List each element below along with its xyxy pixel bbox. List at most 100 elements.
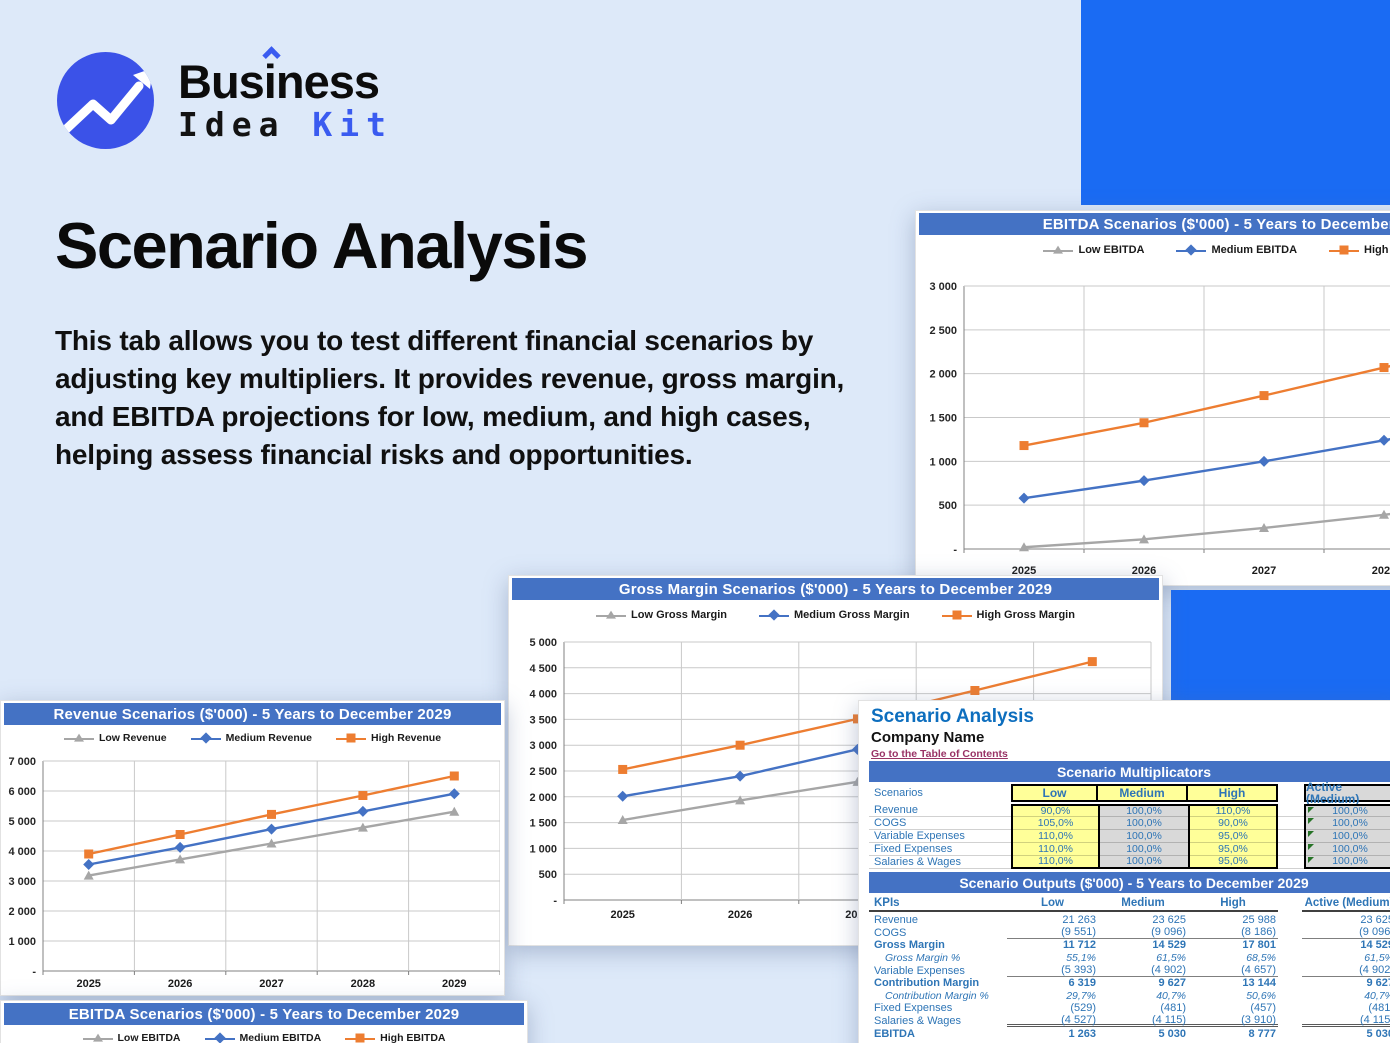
kpi-label-contribution-margin: Contribution Margin	[874, 977, 980, 990]
chart-legend: Low Revenue Medium Revenue High Revenue	[1, 725, 504, 751]
svg-text:-: -	[953, 544, 957, 556]
svg-text:3 000: 3 000	[8, 876, 36, 888]
legend-label: High EBITDA	[1364, 244, 1390, 256]
spacer-cogs	[1278, 817, 1304, 830]
multiplicators-table: Revenue 90,0% 100,0% 110,0% 100,0% COGS 105,0%…	[869, 804, 1390, 869]
spacer	[1278, 939, 1302, 952]
cell-active-fixed-expenses: 100,0%	[1304, 843, 1390, 856]
page-description: This tab allows you to test different fi…	[55, 325, 845, 471]
kpi-value: 40,7%	[1156, 989, 1186, 1002]
panel-ebitda-chart-bottom: EBITDA Scenarios ($'000) - 5 Years to De…	[0, 1000, 528, 1043]
legend-item-low-gross-margin: Low Gross Margin	[596, 609, 727, 621]
chart-canvas: - 1 000 2 000 3 000 4 000 5 000 6 000 7 000 2025…	[8, 756, 500, 990]
cell-medium-revenue[interactable]: 100,0%	[1098, 804, 1188, 817]
cell-high-cogs[interactable]: 90,0%	[1188, 817, 1278, 830]
legend-label: Low EBITDA	[1078, 244, 1145, 256]
cell-medium-variable-expenses[interactable]: 100,0%	[1098, 830, 1188, 843]
panel-scenario-worksheet: Scenario Analysis Company Name Go to the…	[858, 700, 1390, 1043]
cell-high-variable-expenses[interactable]: 95,0%	[1188, 830, 1278, 843]
triangle-icon	[1053, 245, 1064, 254]
kpi-value: 5 030	[1158, 1027, 1186, 1040]
kpi-header-spacer	[1278, 896, 1302, 912]
scenarios-label: Scenarios	[874, 786, 923, 799]
chart-legend: Low EBITDA Medium EBITDA High EBITDA	[916, 235, 1390, 265]
trending-up-icon	[57, 52, 154, 149]
svg-text:3 000: 3 000	[929, 281, 957, 293]
cell-medium-fixed-expenses[interactable]: 100,0%	[1098, 843, 1188, 856]
chart-title-bar: Revenue Scenarios ($'000) - 5 Years to D…	[4, 703, 501, 725]
legend-label: Medium EBITDA	[1211, 244, 1298, 256]
kpi-value: (4 902)	[1098, 964, 1188, 977]
legend-label: Medium EBITDA	[239, 1032, 322, 1043]
cell-high-fixed-expenses[interactable]: 95,0%	[1188, 843, 1278, 856]
cell-low-revenue[interactable]: 90,0%	[1011, 804, 1098, 817]
svg-text:2 000: 2 000	[8, 906, 36, 918]
chart-title-bar: EBITDA Scenarios ($'000) - 5 Years to De…	[919, 213, 1390, 235]
square-marker-icon	[345, 1033, 376, 1043]
legend-item-medium-ebitda: Medium EBITDA	[1176, 244, 1297, 256]
cell-active-salaries-wages: 100,0%	[1304, 856, 1390, 869]
kpi-value: (5 393)	[1007, 964, 1098, 977]
diamond-marker-icon	[190, 732, 221, 744]
svg-text:2 500: 2 500	[929, 325, 957, 337]
spacer	[1278, 914, 1302, 927]
chart-canvas: - 500 1 000 1 500 2 000 2 500 3 000 2025 2026 202…	[929, 281, 1390, 577]
cell-high-revenue[interactable]: 110,0%	[1188, 804, 1278, 817]
kpi-value: 14 529	[1152, 939, 1186, 952]
svg-text:1 000: 1 000	[929, 456, 957, 468]
kpi-header-active-medium-: Active (Medium)	[1302, 896, 1390, 912]
kpi-header-high: High	[1188, 896, 1278, 912]
row-label-cogs: COGS	[869, 817, 1011, 830]
kpi-label-gross-margin-: Gross Margin %	[885, 952, 961, 965]
cell-low-fixed-expenses[interactable]: 110,0%	[1011, 843, 1098, 856]
kpi-value: (3 910)	[1188, 1014, 1278, 1028]
cell-active-revenue: 100,0%	[1304, 804, 1390, 817]
legend-item-high-revenue: High Revenue	[336, 732, 441, 744]
kpi-value: 9 627	[1158, 977, 1186, 990]
chart-legend: Low Gross Margin Medium Gross Margin High …	[509, 600, 1162, 630]
cell-low-variable-expenses[interactable]: 110,0%	[1011, 830, 1098, 843]
legend-label: Medium Gross Margin	[794, 609, 910, 621]
kpi-value: (4 902)	[1302, 964, 1390, 977]
kpi-value: (9 096)	[1098, 926, 1188, 940]
diamond-icon	[1185, 244, 1198, 256]
legend-label: Medium Revenue	[225, 732, 313, 744]
square-marker-icon	[1329, 245, 1360, 256]
svg-text:2027: 2027	[1252, 565, 1276, 577]
kpi-label-variable-expenses: Variable Expenses	[874, 964, 965, 977]
kpi-header-medium: Medium	[1098, 896, 1188, 912]
svg-text:2026: 2026	[168, 978, 192, 990]
cell-low-cogs[interactable]: 105,0%	[1011, 817, 1098, 830]
kpi-column-headers: KPIs Low Medium High Active (Medium)	[869, 896, 1390, 912]
cell-low-salaries-wages[interactable]: 110,0%	[1011, 856, 1098, 869]
legend-label: High EBITDA	[380, 1032, 446, 1043]
kpi-value: 9 627	[1366, 977, 1390, 990]
col-header-high: High	[1186, 784, 1278, 802]
cell-medium-salaries-wages[interactable]: 100,0%	[1098, 856, 1188, 869]
spacer	[1278, 1015, 1302, 1028]
chart-title-bar: EBITDA Scenarios ($'000) - 5 Years to De…	[4, 1003, 524, 1025]
table-of-contents-link[interactable]: Go to the Table of Contents	[871, 748, 1008, 760]
kpi-label-cogs: COGS	[874, 926, 907, 939]
kpi-value: 5 030	[1366, 1027, 1390, 1040]
decor-rectangle-top	[1081, 0, 1390, 205]
svg-text:2 500: 2 500	[529, 766, 557, 778]
kpi-label-salaries-wages: Salaries & Wages	[874, 1015, 962, 1028]
cell-medium-cogs[interactable]: 100,0%	[1098, 817, 1188, 830]
svg-text:2 000: 2 000	[929, 369, 957, 381]
multiplicators-column-headers: Scenarios Low Medium High Active (Medium)	[869, 781, 1390, 805]
kpi-value: 11 712	[1062, 939, 1096, 952]
col-header-active: Active (Medium)	[1304, 781, 1390, 805]
brand-word-kit: Kit	[312, 105, 393, 145]
svg-text:2029: 2029	[442, 978, 466, 990]
svg-text:2028: 2028	[1372, 565, 1390, 577]
svg-text:500: 500	[939, 500, 957, 512]
spacer	[1278, 964, 1302, 977]
triangle-marker-icon	[596, 610, 627, 621]
cell-high-salaries-wages[interactable]: 95,0%	[1188, 856, 1278, 869]
legend-item-low-ebitda: Low EBITDA	[82, 1032, 181, 1043]
spacer	[1278, 1002, 1302, 1015]
legend-label: High Gross Margin	[976, 609, 1075, 621]
svg-text:4 000: 4 000	[8, 846, 36, 858]
svg-text:-: -	[553, 895, 557, 907]
